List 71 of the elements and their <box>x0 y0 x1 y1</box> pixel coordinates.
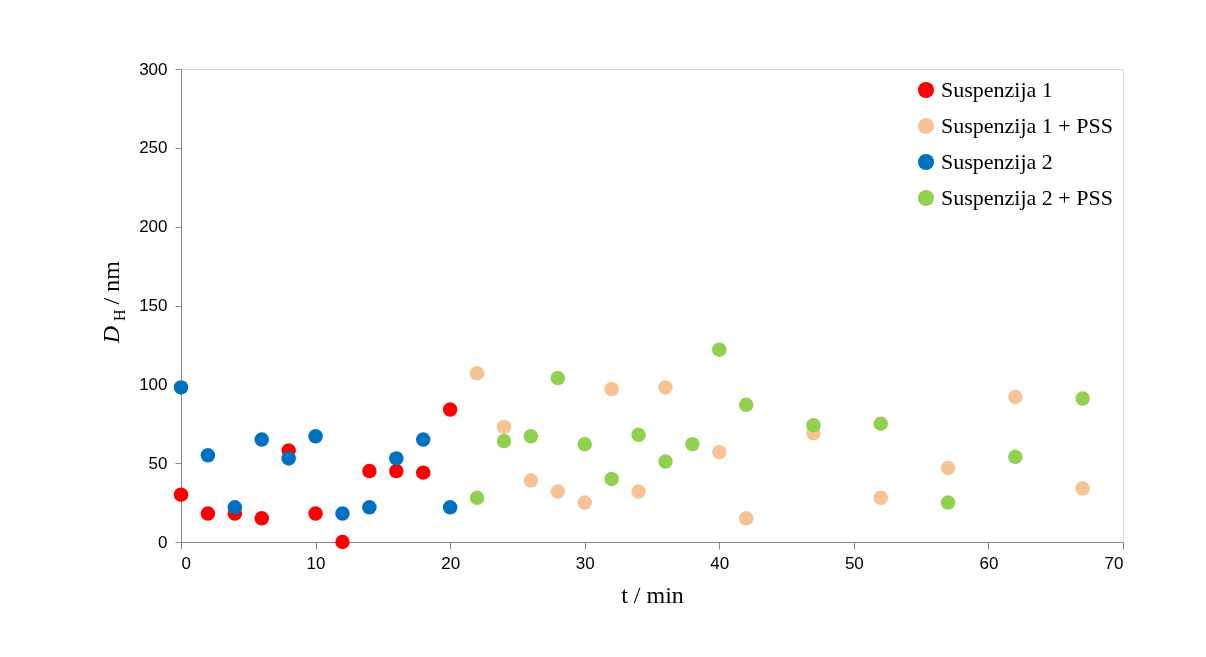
point <box>712 444 727 460</box>
point <box>173 487 189 502</box>
point <box>1075 481 1090 496</box>
point <box>362 500 377 515</box>
point <box>200 448 216 463</box>
point <box>173 380 189 395</box>
point <box>806 418 821 433</box>
y-tick-label: 300 <box>139 59 168 79</box>
point <box>604 471 619 487</box>
point <box>362 463 377 479</box>
point <box>738 511 754 526</box>
point <box>442 500 458 515</box>
point <box>1008 389 1023 405</box>
y-tick-label: 50 <box>148 453 168 473</box>
point <box>1008 449 1023 465</box>
point <box>577 495 592 510</box>
point <box>227 500 243 515</box>
point <box>200 506 216 521</box>
point <box>631 484 646 499</box>
point <box>469 366 485 381</box>
point <box>738 397 754 413</box>
point <box>415 465 431 480</box>
y-tick-label: 100 <box>139 374 168 394</box>
point <box>335 534 350 550</box>
y-tick-label: 200 <box>139 217 168 237</box>
point <box>631 427 646 443</box>
point <box>940 495 956 510</box>
point <box>254 432 269 447</box>
x-tick-label: 40 <box>710 553 730 573</box>
point <box>281 451 296 466</box>
x-tick-label: 70 <box>1104 553 1124 573</box>
point <box>658 454 673 469</box>
point <box>308 429 323 444</box>
x-axis-title: t / min <box>621 581 684 608</box>
point <box>1075 391 1090 406</box>
point <box>658 380 673 395</box>
x-tick-label: 10 <box>306 553 326 573</box>
point <box>389 451 404 466</box>
point <box>685 437 700 452</box>
point <box>415 432 431 447</box>
point <box>550 370 566 386</box>
x-tick-label: 30 <box>575 553 595 573</box>
point <box>254 511 269 526</box>
y-tick-label: 250 <box>139 138 168 158</box>
x-tick-label: 20 <box>441 553 461 573</box>
point <box>335 506 350 521</box>
point <box>523 429 539 444</box>
point <box>523 473 539 488</box>
y-tick-label: 150 <box>139 296 168 315</box>
x-tick-label: 60 <box>979 553 999 573</box>
point <box>496 433 512 449</box>
x-tick-label: 0 <box>181 553 191 573</box>
legend-label: Suspenzija 1 + PSS <box>941 113 1113 138</box>
x-tick-label: 50 <box>844 553 864 573</box>
point <box>442 402 458 417</box>
legend-label: Suspenzija 2 + PSS <box>941 185 1113 210</box>
point <box>577 437 592 452</box>
point <box>308 506 323 521</box>
point <box>496 419 512 435</box>
point <box>550 484 566 499</box>
y-tick-label: 0 <box>158 532 168 552</box>
point <box>873 416 889 431</box>
point <box>873 490 889 506</box>
point <box>469 490 485 506</box>
point <box>604 381 619 397</box>
point <box>940 460 956 476</box>
y-axis-title: DH / nm <box>98 260 128 345</box>
point <box>712 342 727 357</box>
legend-label: Suspenzija 1 <box>941 77 1053 102</box>
legend-label: Suspenzija 2 <box>941 149 1053 174</box>
point <box>389 463 404 479</box>
